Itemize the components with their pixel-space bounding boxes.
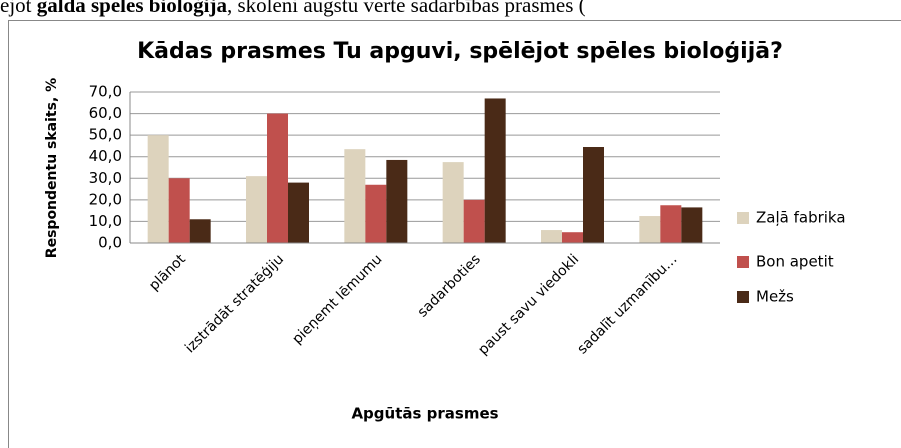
intro-text-bold: galda spēles bioloģija — [37, 0, 228, 17]
bar — [288, 182, 309, 243]
x-tick-label: sadalīt uzmanību… — [574, 251, 680, 357]
bar — [246, 176, 267, 243]
x-tick-label: plānot — [146, 251, 189, 294]
y-tick-label: 10,0 — [89, 212, 122, 230]
x-tick-label: pieņemt lēmumu — [289, 251, 385, 347]
intro-text-part: , skolēni augstu vērtē sadarbības prasme… — [227, 0, 586, 17]
bar — [541, 230, 562, 243]
legend-label: Zaļā fabrika — [756, 209, 846, 227]
bar — [365, 184, 387, 243]
legend-label: Mežs — [756, 288, 794, 306]
bar — [681, 207, 703, 243]
intro-text-part: ējot — [0, 0, 37, 17]
bar — [344, 149, 366, 243]
legend-swatch — [737, 291, 749, 303]
intro-text: ējot galda spēles bioloģija, skolēni aug… — [0, 0, 586, 17]
chart-title: Kādas prasmes Tu apguvi, spēlējot spēles… — [137, 39, 783, 64]
bar — [147, 135, 169, 243]
y-axis-title: Respondentu skaits, % — [44, 78, 60, 258]
x-tick-label: sadarboties — [415, 251, 484, 320]
bar — [583, 147, 604, 243]
legend-swatch — [737, 256, 749, 268]
y-tick-label: 50,0 — [89, 126, 122, 144]
bar — [484, 98, 506, 243]
legend-swatch — [737, 212, 749, 224]
y-tick-label: 20,0 — [89, 190, 122, 208]
x-tick-label: paust savu viedokli — [475, 251, 582, 358]
legend-label: Bon apetit — [756, 253, 834, 271]
y-tick-label: 40,0 — [89, 147, 122, 165]
bar — [442, 162, 464, 243]
bar — [562, 232, 583, 243]
chart-frame — [8, 20, 901, 448]
y-tick-label: 70,0 — [89, 83, 122, 101]
bar — [463, 199, 485, 243]
bar — [386, 159, 408, 243]
y-tick-label: 30,0 — [89, 169, 122, 187]
bar — [267, 113, 288, 243]
bar — [168, 178, 190, 243]
x-tick-label: izstrādāt stratēģiju — [182, 251, 287, 356]
bar — [189, 219, 211, 243]
x-axis-title: Apgūtās prasmes — [351, 405, 498, 423]
bar — [660, 205, 682, 243]
bar — [639, 216, 661, 243]
y-tick-label: 0,0 — [98, 234, 122, 252]
y-tick-label: 60,0 — [89, 104, 122, 122]
